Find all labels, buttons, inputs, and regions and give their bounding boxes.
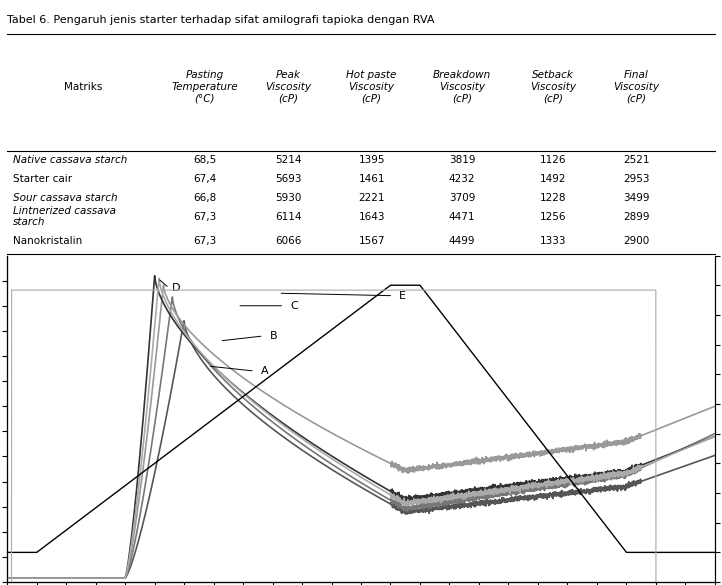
Text: 1256: 1256 [539, 212, 566, 222]
Text: 67,3: 67,3 [193, 212, 217, 222]
Text: 5214: 5214 [275, 155, 301, 165]
Text: Hot paste
Viscosity
(cP): Hot paste Viscosity (cP) [347, 70, 397, 104]
Text: 1333: 1333 [539, 236, 566, 246]
Text: 1643: 1643 [358, 212, 385, 222]
Text: 3499: 3499 [623, 194, 650, 204]
Text: 2953: 2953 [623, 174, 650, 184]
Text: 1492: 1492 [539, 174, 566, 184]
Text: 66,8: 66,8 [193, 194, 217, 204]
Text: D: D [173, 283, 180, 293]
Text: 1461: 1461 [358, 174, 385, 184]
Text: Breakdown
Viscosity
(cP): Breakdown Viscosity (cP) [433, 70, 491, 104]
Text: Matriks: Matriks [64, 82, 103, 92]
Text: Pasting
Temperature
(°C): Pasting Temperature (°C) [171, 70, 238, 104]
Text: 67,4: 67,4 [193, 174, 217, 184]
Text: 6114: 6114 [275, 212, 301, 222]
Text: 68,5: 68,5 [193, 155, 217, 165]
Text: Sour cassava starch: Sour cassava starch [13, 194, 118, 204]
Text: E: E [399, 291, 406, 301]
Text: Native cassava starch: Native cassava starch [13, 155, 128, 165]
Text: 4471: 4471 [449, 212, 475, 222]
Text: 2900: 2900 [623, 236, 649, 246]
Text: 6066: 6066 [275, 236, 301, 246]
Text: 1126: 1126 [539, 155, 566, 165]
Text: Starter cair: Starter cair [13, 174, 72, 184]
Text: Nanokristalin: Nanokristalin [13, 236, 82, 246]
Text: 67,3: 67,3 [193, 236, 217, 246]
Text: 3819: 3819 [449, 155, 475, 165]
Text: 1228: 1228 [539, 194, 566, 204]
Text: 2899: 2899 [623, 212, 650, 222]
Text: Lintnerized cassava
starch: Lintnerized cassava starch [13, 206, 116, 228]
Text: 1395: 1395 [358, 155, 385, 165]
Text: Tabel 6. Pengaruh jenis starter terhadap sifat amilografi tapioka dengan RVA: Tabel 6. Pengaruh jenis starter terhadap… [7, 15, 435, 25]
Text: 3709: 3709 [449, 194, 475, 204]
Text: B: B [269, 331, 277, 341]
Text: C: C [290, 301, 298, 311]
Text: 5930: 5930 [275, 194, 301, 204]
Text: 4499: 4499 [449, 236, 475, 246]
Text: Peak
Viscosity
(cP): Peak Viscosity (cP) [265, 70, 311, 104]
Text: Setback
Viscosity
(cP): Setback Viscosity (cP) [530, 70, 575, 104]
Text: Final
Viscosity
(cP): Final Viscosity (cP) [613, 70, 659, 104]
Text: 1567: 1567 [358, 236, 385, 246]
Text: 5693: 5693 [275, 174, 301, 184]
Text: A: A [261, 366, 269, 376]
Text: 2521: 2521 [623, 155, 650, 165]
Text: 4232: 4232 [449, 174, 475, 184]
Text: 2221: 2221 [358, 194, 385, 204]
